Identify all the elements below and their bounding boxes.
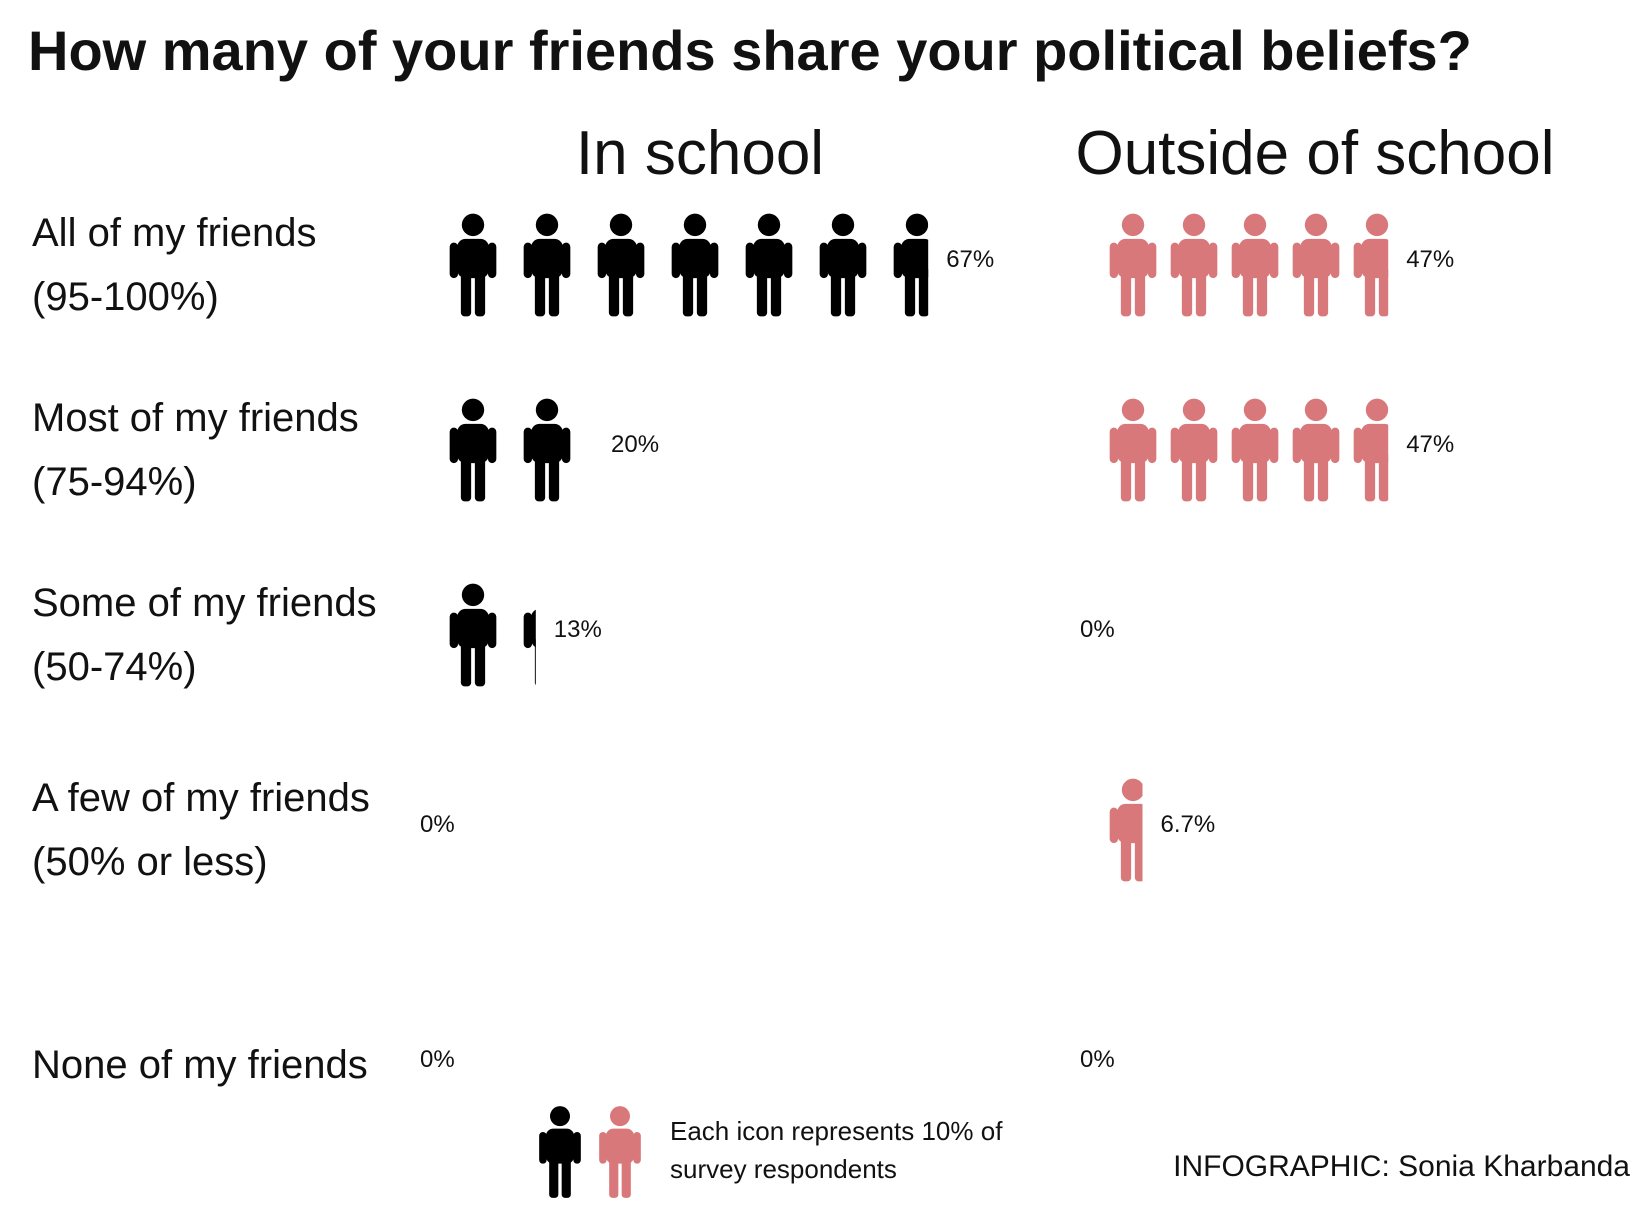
person-icon	[1292, 398, 1340, 502]
legend-icon	[599, 1106, 641, 1198]
legend-note: Each icon represents 10% of survey respo…	[670, 1116, 1003, 1184]
row-label: Most of my friends (75-94%)	[32, 396, 359, 504]
person-icon	[671, 213, 719, 317]
value-label: 13%	[553, 616, 602, 643]
value-label: 47%	[1406, 246, 1455, 273]
person-icon	[1231, 213, 1279, 317]
person-icon	[1109, 778, 1143, 882]
icon-bar	[449, 398, 571, 502]
person-icon	[597, 213, 645, 317]
person-icon	[893, 213, 929, 317]
person-icon	[523, 398, 571, 502]
icon-bar	[1109, 213, 1389, 317]
chart-title: How many of your friends share your poli…	[28, 19, 1472, 82]
value-label: 0%	[1080, 616, 1115, 643]
row-label: Some of my friends (50-74%)	[32, 581, 377, 689]
value-label: 0%	[1080, 1046, 1115, 1073]
value-label: 20%	[611, 431, 660, 458]
panel-title: In school	[575, 119, 825, 188]
person-icon	[449, 583, 497, 687]
icon-bar	[1109, 398, 1389, 502]
person-icon	[523, 213, 571, 317]
icon-bar	[449, 213, 929, 317]
row-label: All of my friends (95-100%)	[32, 211, 317, 319]
legend-icon	[539, 1106, 581, 1198]
value-label: 47%	[1406, 431, 1455, 458]
person-icon	[1109, 398, 1157, 502]
row-label: None of my friends	[32, 1043, 368, 1087]
panel-title: Outside of school	[1075, 119, 1555, 188]
person-icon	[1353, 213, 1389, 317]
person-icon	[449, 398, 497, 502]
icon-bar	[449, 583, 536, 687]
row-label: A few of my friends (50% or less)	[32, 776, 370, 884]
value-label: 0%	[420, 1046, 455, 1073]
value-label: 6.7%	[1160, 811, 1216, 838]
credit: INFOGRAPHIC: Sonia Kharbanda	[1173, 1150, 1630, 1183]
person-icon	[449, 213, 497, 317]
value-label: 0%	[420, 811, 455, 838]
person-icon	[1170, 213, 1218, 317]
person-icon	[1292, 213, 1340, 317]
person-icon	[1109, 213, 1157, 317]
person-icon	[819, 213, 867, 317]
icon-bar	[1109, 778, 1143, 882]
person-icon	[1170, 398, 1218, 502]
person-icon	[745, 213, 793, 317]
value-label: 67%	[946, 246, 995, 273]
person-icon	[1231, 398, 1279, 502]
person-icon	[1353, 398, 1389, 502]
